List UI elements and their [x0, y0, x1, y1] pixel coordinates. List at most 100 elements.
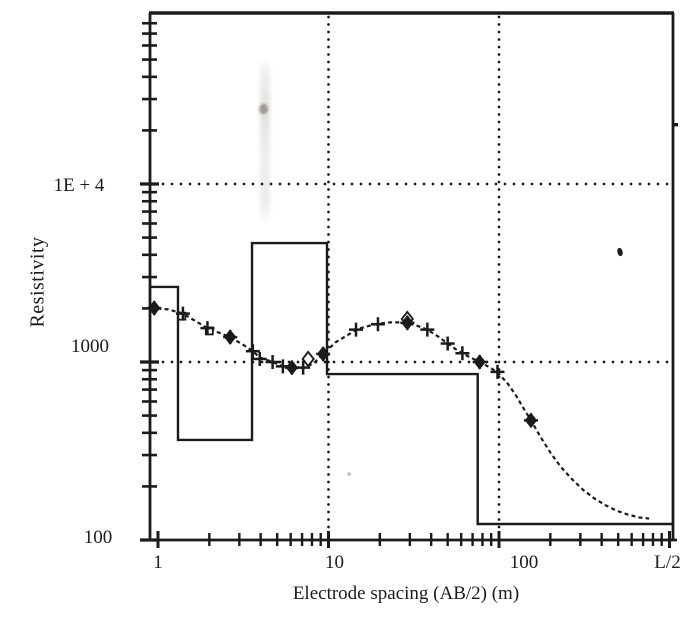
gridline-dot — [497, 525, 501, 529]
gridline-dot — [269, 182, 273, 186]
gridline-dot — [620, 360, 624, 364]
layer-model-step-line — [150, 241, 674, 526]
gridline-dot — [215, 182, 219, 186]
gridline-dot — [575, 360, 579, 364]
gridline-dot — [332, 360, 336, 364]
gridline-dot — [188, 360, 192, 364]
gridline-dot — [413, 182, 417, 186]
data-point-filled-diamond — [473, 354, 486, 370]
gridline-dot — [327, 233, 330, 236]
gridline-dot — [327, 68, 330, 71]
gridline-dot — [497, 203, 501, 206]
gridline-dot — [497, 413, 501, 416]
gridline-dot — [327, 458, 330, 461]
x-tick-label-100: 100 — [509, 552, 539, 573]
gridline-dot — [350, 360, 354, 364]
scan-smudge-artifact — [260, 62, 270, 220]
gridline-dot — [497, 465, 501, 469]
gridline-dot — [497, 158, 501, 161]
gridline-dot — [327, 53, 330, 56]
gridline-dot — [197, 182, 201, 186]
gridline-dot — [341, 360, 345, 364]
gridline-dot — [497, 345, 501, 349]
gridline-dot — [497, 38, 501, 41]
gridline-dot — [584, 182, 588, 186]
gridline-dot — [327, 98, 330, 101]
gridline-dot — [557, 182, 561, 186]
gridline-dot — [530, 182, 534, 186]
gridline-dot — [512, 182, 516, 186]
y-tick-label-1000: 1000 — [71, 336, 109, 357]
gridline-dot — [170, 182, 174, 186]
gridline-dot — [467, 360, 471, 364]
gridline-dot — [638, 182, 642, 186]
gridline-dot — [327, 203, 330, 206]
gridline-dot — [497, 278, 501, 281]
x-tick-label-L-2: L/2 — [654, 552, 681, 573]
gridline-dot — [497, 30, 501, 34]
gridline-dot — [539, 182, 543, 186]
gridline-dot — [327, 45, 330, 49]
gridline-dot — [647, 360, 651, 364]
gridline-dot — [497, 210, 501, 214]
data-point-filled-diamond — [224, 329, 237, 345]
gridline-dot — [494, 182, 498, 186]
gridline-dot — [476, 182, 480, 186]
gridline-dot — [497, 68, 501, 71]
gridline-dot — [665, 182, 669, 186]
gridline-dot — [327, 105, 330, 109]
gridline-dot — [497, 480, 501, 484]
gridline-dot — [485, 182, 489, 186]
gridline-dot — [497, 90, 501, 94]
y-tick-label-100: 100 — [83, 527, 113, 548]
gridline-dot — [386, 182, 390, 186]
gridline-dot — [557, 360, 561, 364]
gridline-dot — [497, 488, 501, 491]
gridline-dot — [497, 398, 501, 401]
gridline-dot — [327, 375, 330, 379]
gridline-dot — [296, 360, 300, 364]
gridline-dot — [327, 383, 330, 386]
gridline-dot — [242, 182, 246, 186]
gridline-dot — [413, 360, 417, 364]
gridline-dot — [602, 182, 606, 186]
gridline-dot — [327, 75, 330, 79]
gridline-dot — [497, 263, 501, 266]
gridline-dot — [327, 525, 330, 529]
gridline-dot — [497, 113, 501, 116]
gridline-dot — [327, 90, 330, 94]
gridline-dot — [332, 182, 336, 186]
gridline-dot — [629, 360, 633, 364]
gridline-dot — [512, 360, 516, 364]
gridline-dot — [327, 405, 330, 409]
gridline-dot — [327, 495, 330, 499]
gridline-dot — [422, 182, 426, 186]
gridline-dot — [497, 150, 501, 154]
gridline-dot — [161, 360, 165, 364]
gridline-dot — [327, 30, 330, 34]
gridline-dot — [359, 182, 363, 186]
gridline-dot — [327, 225, 330, 229]
gridline-dot — [260, 360, 264, 364]
gridline-dot — [593, 360, 597, 364]
gridline-dot — [431, 360, 435, 364]
gridline-dot — [327, 60, 330, 64]
gridline-dot — [521, 182, 525, 186]
gridline-dot — [665, 360, 669, 364]
x-tick-label-1: 1 — [153, 552, 163, 573]
gridline-dot — [497, 180, 501, 184]
gridline-dot — [449, 182, 453, 186]
gridline-dot — [422, 360, 426, 364]
gridline-dot — [497, 300, 501, 304]
gridline-dot — [638, 360, 642, 364]
gridline-dot — [327, 195, 330, 199]
gridline-dot — [497, 60, 501, 64]
gridline-dot — [530, 360, 534, 364]
gridline-dot — [327, 15, 330, 19]
gridline-dot — [497, 503, 501, 506]
gridline-dot — [327, 180, 330, 184]
gridline-dot — [611, 360, 615, 364]
gridline-dot — [327, 120, 330, 124]
gridline-dot — [395, 360, 399, 364]
gridline-dot — [350, 182, 354, 186]
